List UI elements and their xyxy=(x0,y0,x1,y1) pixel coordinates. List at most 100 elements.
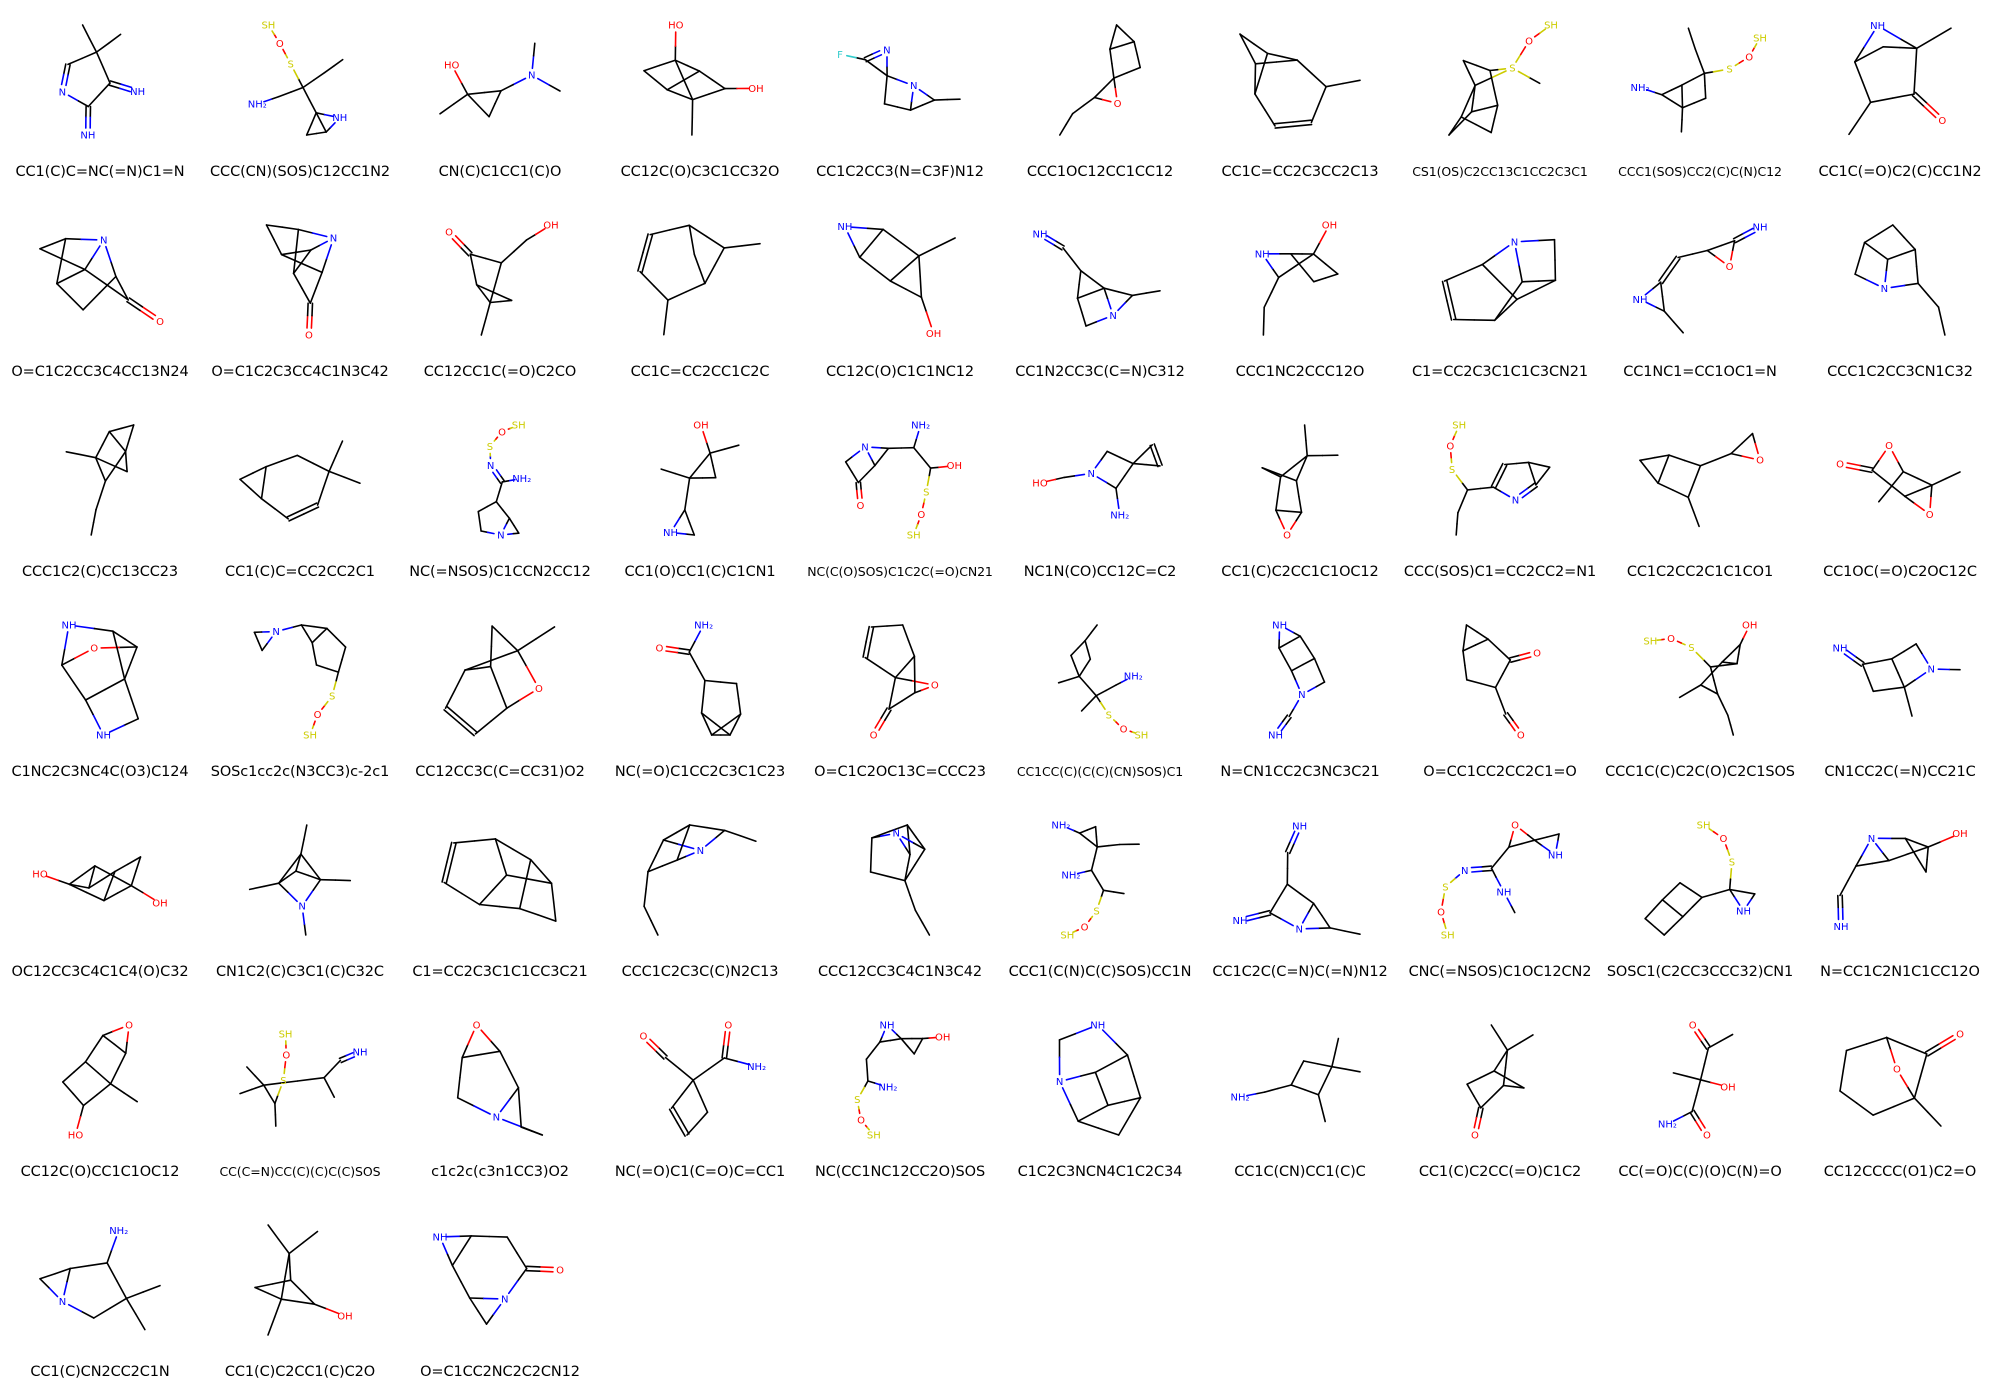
bond-line xyxy=(323,1076,330,1089)
bond-line xyxy=(124,437,131,453)
bond-line xyxy=(1153,443,1159,456)
bond-line xyxy=(1661,295,1666,312)
bond-line xyxy=(705,441,711,454)
atom-label: NH xyxy=(1833,644,1848,655)
bond-line xyxy=(274,508,289,520)
bond-line xyxy=(1321,1107,1326,1123)
atom-label: OH xyxy=(1742,621,1757,632)
bond-line xyxy=(653,285,669,301)
bond-line xyxy=(737,698,742,715)
bond-line xyxy=(93,1034,104,1050)
smiles-label: CC12C(O)C1C1NC12 xyxy=(825,364,975,380)
bond-line xyxy=(1891,93,1915,99)
bond-line xyxy=(1275,509,1290,513)
bond-line xyxy=(84,256,94,271)
bond-line xyxy=(475,284,495,294)
bond-line xyxy=(688,640,696,653)
molecule-cell: N NH CN1CC2C(=N)CC21C xyxy=(1800,600,2000,800)
bond-line xyxy=(1714,255,1725,264)
bond-line xyxy=(1855,862,1874,867)
bond-line xyxy=(1694,1031,1702,1042)
bond-line xyxy=(1899,46,1918,50)
bond-line xyxy=(499,1098,511,1113)
bond-line xyxy=(864,58,877,69)
bond-line xyxy=(1334,1037,1340,1054)
bond-line xyxy=(1505,298,1518,311)
bond-line xyxy=(483,90,502,94)
bond-line xyxy=(639,270,655,287)
bond-line xyxy=(691,238,696,256)
bond-line xyxy=(1516,289,1537,301)
smiles-label: CC1NC1=CC1OC1=N xyxy=(1623,364,1777,380)
bond-line xyxy=(288,1241,305,1255)
bond-line xyxy=(1686,1075,1702,1081)
bond-line xyxy=(498,481,504,493)
smiles-label: CC1C2C(C=N)C(=N)N12 xyxy=(1212,964,1388,980)
bond-line xyxy=(1077,1120,1100,1129)
bond-line xyxy=(709,448,726,454)
atom-label: NH₂ xyxy=(1658,1120,1677,1131)
bond-line xyxy=(1854,655,1865,664)
bond-line xyxy=(1081,311,1087,327)
bond-line xyxy=(1911,94,1925,108)
bond-line xyxy=(920,296,928,313)
bond-line xyxy=(1653,91,1663,96)
bond-line xyxy=(1859,464,1874,469)
atom-label: NH xyxy=(1633,295,1648,306)
bond-line xyxy=(512,532,520,535)
bond-line xyxy=(1490,856,1501,870)
atom-label: NH xyxy=(130,87,145,98)
bond-line xyxy=(55,282,71,298)
bond-line xyxy=(1493,87,1499,107)
bond-line xyxy=(1090,857,1096,872)
bond-line xyxy=(303,824,308,841)
bond-line xyxy=(1109,44,1123,51)
bond-line xyxy=(1858,241,1866,260)
atom-label: NH₂ xyxy=(694,621,713,632)
bond-line xyxy=(650,919,659,936)
bond-line xyxy=(61,1071,75,1083)
molecule-structure: O xyxy=(1466,1024,1534,1142)
bond-line xyxy=(900,1037,909,1048)
bond-line xyxy=(60,664,75,684)
smiles-label: CN1CC2C(=N)CC21C xyxy=(1824,764,1976,780)
bond-line xyxy=(1312,253,1327,265)
molecule-cell: NH N NH N=CN1CC2C3NC3C21 xyxy=(1200,600,1400,800)
bond-line xyxy=(322,470,330,489)
bond-line xyxy=(879,446,890,450)
bond-line xyxy=(660,468,677,475)
bond-line xyxy=(1290,1072,1299,1086)
bond-line xyxy=(1117,302,1126,312)
bond-line xyxy=(1076,871,1086,875)
smiles-label: NC(=O)C1(C=O)C=CC1 xyxy=(614,1164,786,1180)
bond-line xyxy=(1529,485,1538,493)
bond-line xyxy=(1703,1047,1710,1065)
molecule-cell: O N O=C1C2C3CC4C1N3C42 xyxy=(200,200,400,400)
bond-line xyxy=(920,686,929,691)
molecule-structure: N xyxy=(869,824,931,936)
bond-line xyxy=(912,842,926,851)
bond-line xyxy=(1442,893,1446,901)
bond-line xyxy=(1101,1029,1116,1044)
bond-line xyxy=(1301,454,1308,469)
bond-line xyxy=(1303,424,1307,442)
bond-line xyxy=(1660,89,1673,96)
bond-line xyxy=(485,257,503,264)
bond-line xyxy=(1753,43,1758,49)
bond-line xyxy=(1460,116,1477,126)
bond-line xyxy=(488,1235,508,1238)
atom-label: NH xyxy=(1233,916,1248,927)
bond-line xyxy=(1278,641,1291,649)
bond-line xyxy=(105,283,129,301)
bond-line xyxy=(1115,681,1123,686)
atom-label: O xyxy=(1437,908,1445,919)
atom-label: N xyxy=(1056,1077,1063,1088)
molecule-structure: ON xyxy=(39,236,164,328)
bond-line xyxy=(696,1111,709,1125)
atom-label: O xyxy=(917,510,925,521)
bond-line xyxy=(84,699,94,716)
molecule-cell: O O O=CC1CC2CC2C1=O xyxy=(1400,600,1600,800)
